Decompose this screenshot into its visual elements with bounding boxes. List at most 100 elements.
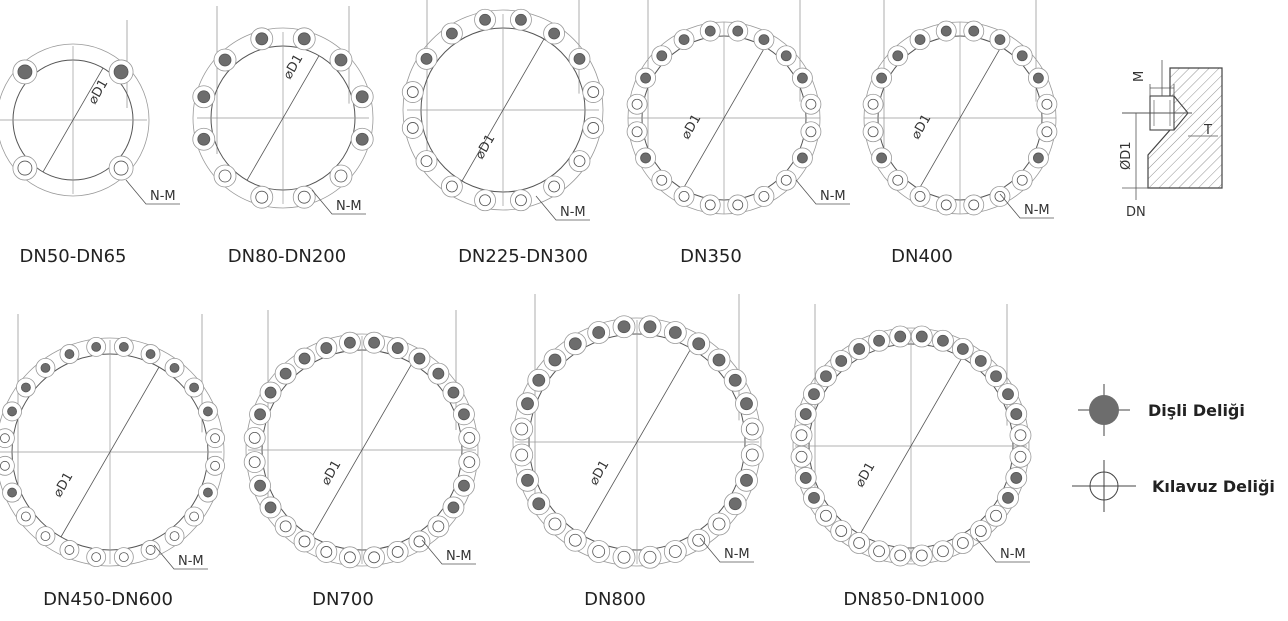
tapped-hole: [940, 199, 952, 211]
flange-dn50-dn65: ⌀D1 N-M: [0, 20, 180, 205]
threaded-hole: [617, 320, 631, 334]
threaded-hole: [799, 472, 812, 484]
flange-dn850-dn1000: ⌀D1 N-M: [790, 304, 1032, 567]
threaded-hole: [203, 406, 213, 417]
threaded-hole: [914, 34, 926, 45]
label-dn450-dn600: DN450-DN600: [43, 589, 173, 610]
nm-label: N-M: [446, 549, 472, 564]
threaded-hole: [197, 132, 211, 146]
tapped-hole: [914, 191, 926, 202]
d1-line: [42, 67, 104, 173]
tapped-hole: [413, 535, 426, 548]
outer-circle: [792, 327, 1030, 565]
threaded-hole: [7, 406, 17, 417]
threaded-hole: [521, 397, 534, 411]
d1-line: [246, 55, 320, 181]
d1-line: [859, 357, 963, 535]
threaded-hole: [1010, 472, 1023, 484]
tapped-hole: [892, 174, 904, 186]
tapped-hole: [795, 450, 808, 463]
threaded-hole: [797, 152, 808, 164]
threaded-hole: [728, 497, 742, 511]
tapped-hole: [732, 199, 744, 211]
threaded-hole: [91, 342, 102, 352]
tapped-hole: [515, 448, 529, 462]
threaded-hole: [876, 152, 887, 164]
tapped-hole-legend-icon: [1072, 460, 1136, 512]
threaded-hole: [532, 373, 546, 387]
threaded-hole: [994, 34, 1006, 45]
tapped-hole: [344, 551, 356, 564]
outer-circle: [0, 337, 225, 567]
section-m-label: M: [1132, 71, 1147, 82]
threaded-hole: [1033, 72, 1044, 84]
tapped-hole: [145, 545, 156, 555]
threaded-hole: [568, 337, 582, 351]
section-t-label: T: [1203, 123, 1212, 138]
tapped-hole: [745, 422, 759, 436]
threaded-hole: [254, 479, 266, 492]
threaded-hole: [740, 397, 753, 411]
threaded-hole: [447, 501, 460, 514]
d1-label: ⌀D1: [318, 458, 344, 488]
threaded-hole: [445, 27, 458, 40]
outer-circle: [512, 317, 762, 567]
threaded-hole: [548, 27, 561, 40]
tapped-hole: [587, 122, 600, 134]
threaded-hole: [169, 363, 180, 373]
nm-label: N-M: [178, 554, 204, 569]
threaded-hole: [573, 52, 586, 65]
tapped-hole: [334, 169, 348, 183]
threaded-hole: [704, 25, 716, 37]
tapped-hole: [255, 190, 269, 204]
threaded-hole: [21, 382, 31, 393]
threaded-hole: [1033, 152, 1044, 164]
flange-dn80-dn200: ⌀D1 N-M: [192, 6, 374, 215]
nm-label: N-M: [560, 205, 586, 220]
threaded-hole: [956, 343, 969, 355]
tapped-hole: [298, 535, 311, 548]
threaded-hole: [264, 386, 277, 399]
tapped-hole: [968, 199, 980, 211]
d1-line: [461, 38, 545, 182]
threaded-hole: [1016, 50, 1028, 62]
nm-label: N-M: [1024, 203, 1050, 218]
tapped-hole: [894, 549, 907, 562]
label-dn225-dn300: DN225-DN300: [458, 246, 588, 267]
tapped-hole: [169, 531, 180, 541]
threaded-hole: [873, 334, 885, 347]
tapped-hole: [990, 509, 1002, 522]
tapped-hole: [0, 460, 10, 471]
tapped-hole: [406, 122, 419, 134]
section-dn-label: DN: [1126, 205, 1146, 220]
d1-label: ⌀D1: [280, 52, 306, 82]
tapped-hole: [248, 456, 261, 468]
threaded-hole: [297, 32, 311, 46]
label-dn80-dn200: DN80-DN200: [228, 246, 346, 267]
threaded-hole: [643, 320, 657, 334]
outer-circle: [192, 27, 374, 209]
threaded-hole: [712, 353, 726, 367]
tapped-hole: [210, 433, 220, 444]
d1-label: ⌀D1: [678, 112, 704, 142]
threaded-hole: [758, 34, 770, 45]
tapped-hole: [617, 550, 631, 564]
tapped-hole: [64, 545, 75, 555]
threaded-hole: [218, 53, 232, 67]
outer-circle: [245, 333, 479, 567]
tapped-hole: [805, 126, 817, 138]
tapped-hole: [279, 520, 292, 533]
threaded-hole: [203, 487, 213, 498]
tapped-hole: [0, 433, 10, 444]
tapped-hole: [758, 191, 770, 202]
tapped-hole: [745, 448, 759, 462]
threaded-hole: [355, 90, 369, 104]
tapped-hole: [1041, 126, 1053, 138]
threaded-hole: [915, 330, 928, 343]
threaded-hole: [894, 330, 907, 343]
tapped-hole: [678, 191, 690, 202]
tapped-hole: [692, 533, 706, 547]
tapped-hole: [1041, 98, 1053, 110]
threaded-hole: [320, 342, 333, 354]
flange-dn450-dn600: ⌀D1 N-M: [0, 314, 225, 570]
